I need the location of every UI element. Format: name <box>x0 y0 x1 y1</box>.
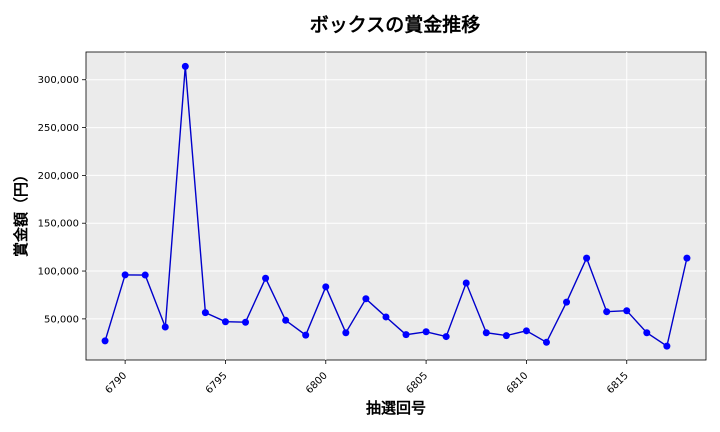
data-point <box>101 337 109 345</box>
x-axis-ticks: 6790 6795 6800 6805 6810 6815 <box>103 360 631 396</box>
data-point <box>402 331 410 339</box>
data-point <box>623 307 631 315</box>
x-tick-label: 6815 <box>605 370 631 396</box>
data-point <box>282 316 290 324</box>
data-point <box>141 271 149 279</box>
y-tick-label: 150,000 <box>38 219 79 230</box>
x-tick-label: 6790 <box>103 370 129 396</box>
data-point <box>221 318 229 326</box>
y-axis-label: 賞金額（円） <box>12 167 30 257</box>
data-point <box>502 332 510 340</box>
data-point <box>583 254 591 262</box>
data-point <box>542 338 550 346</box>
x-tick-label: 6795 <box>204 370 230 396</box>
data-point <box>683 254 691 262</box>
y-tick-label: 100,000 <box>38 267 79 278</box>
x-tick-label: 6810 <box>505 370 531 396</box>
y-axis-ticks: 50,000 100,000 150,000 200,000 250,000 300,00… <box>38 75 86 325</box>
data-point <box>442 333 450 341</box>
data-point <box>161 323 169 331</box>
data-point <box>603 308 611 316</box>
data-point <box>322 283 330 291</box>
data-point <box>482 329 490 337</box>
data-point <box>663 342 671 350</box>
data-point <box>362 295 370 303</box>
data-series <box>101 62 691 350</box>
data-point <box>563 298 571 306</box>
data-point <box>302 331 310 339</box>
x-axis-label: 抽選回号 <box>366 399 426 417</box>
data-point <box>382 313 390 321</box>
data-point <box>522 327 530 335</box>
y-tick-label: 250,000 <box>38 123 79 134</box>
x-tick-label: 6800 <box>304 370 330 396</box>
x-tick-label: 6805 <box>404 370 430 396</box>
y-tick-label: 300,000 <box>38 75 79 86</box>
data-point <box>462 279 470 287</box>
series-line <box>104 66 688 348</box>
plot-area <box>85 51 707 361</box>
chart-title: ボックスの賞金推移 <box>310 13 480 36</box>
gridlines <box>86 52 706 360</box>
y-tick-label: 50,000 <box>44 314 79 325</box>
data-point <box>201 309 209 317</box>
data-point <box>422 328 430 336</box>
data-point <box>262 274 270 282</box>
data-point <box>242 318 250 326</box>
data-point <box>643 329 651 337</box>
y-tick-label: 200,000 <box>38 171 79 182</box>
data-point <box>181 62 189 70</box>
data-point <box>342 329 350 337</box>
data-point <box>121 271 129 279</box>
